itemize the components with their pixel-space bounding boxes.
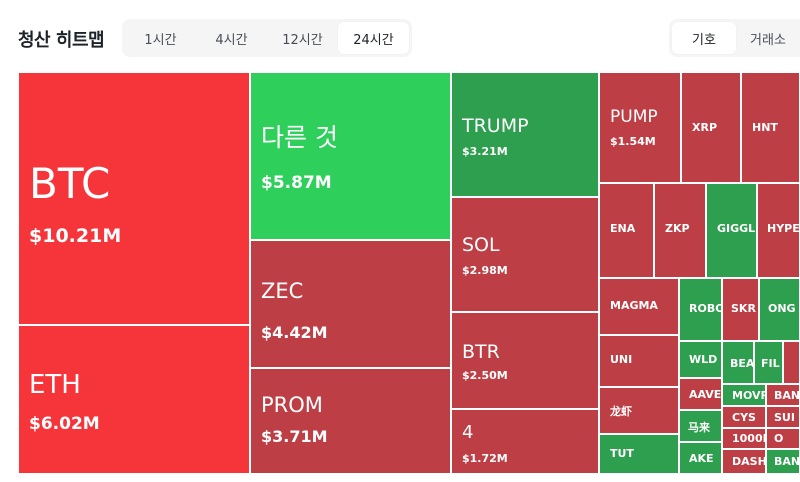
tile-o[interactable]: O — [766, 428, 800, 449]
tile-malai[interactable]: 马来 — [679, 410, 722, 442]
tile-symbol: ONG — [768, 302, 796, 315]
time-option-24h[interactable]: 24시간 — [338, 22, 409, 54]
tile-symbol: SUI — [774, 411, 795, 424]
tile-symbol: AAVE — [689, 388, 722, 401]
time-option-1h[interactable]: 1시간 — [144, 32, 177, 48]
tile-symbol: TUT — [610, 447, 634, 460]
tile-btr[interactable]: BTR $2.50M — [451, 312, 599, 409]
tile-symbol: FIL — [761, 357, 780, 370]
tile-symbol: AKE — [689, 452, 714, 465]
tile-symbol: O — [774, 432, 784, 445]
tile-small-red[interactable] — [783, 341, 800, 384]
tile-tut[interactable]: TUT — [599, 434, 679, 474]
tile-amount: $10.21M — [29, 225, 122, 247]
tile-lobster[interactable]: 龙虾 — [599, 387, 679, 434]
tile-zec[interactable]: ZEC $4.42M — [250, 240, 451, 368]
tile-ban[interactable]: BAN — [766, 384, 800, 406]
tile-magma[interactable]: MAGMA — [599, 278, 679, 335]
tile-ong[interactable]: ONG — [759, 278, 800, 341]
tile-symbol: TRUMP — [462, 115, 529, 137]
tile-sui[interactable]: SUI — [766, 406, 800, 428]
tile-amount: $1.54M — [610, 135, 656, 148]
tile-symbol: CYS — [732, 411, 756, 424]
tile-symbol: ZKP — [665, 222, 690, 235]
tile-1000r[interactable]: 1000R — [722, 428, 766, 449]
tile-symbol: 龙虾 — [610, 405, 632, 418]
tile-amount: $2.98M — [462, 264, 508, 277]
tile-symbol: ENA — [610, 222, 636, 235]
tile-symbol: ZEC — [261, 279, 304, 303]
group-option-exchange[interactable]: 거래소 — [750, 32, 786, 48]
tile-uni[interactable]: UNI — [599, 335, 679, 387]
tile-fil[interactable]: FIL — [754, 341, 783, 384]
tile-amount: $3.71M — [261, 427, 328, 446]
tile-symbol: DASH — [732, 455, 766, 468]
tile-beat[interactable]: BEAT — [722, 341, 754, 384]
tile-movr[interactable]: MOVR — [722, 384, 766, 406]
tile-ake[interactable]: AKE — [679, 442, 722, 474]
page-title: 청산 히트맵 — [18, 30, 105, 51]
group-by-selector: 기호 거래소 — [669, 19, 800, 57]
time-option-12h[interactable]: 12시간 — [282, 32, 323, 48]
tile-symbol: 马来 — [688, 421, 710, 434]
tile-btc[interactable]: BTC $10.21M — [18, 72, 250, 325]
tile-symbol: GIGGLE — [717, 222, 756, 235]
tile-symbol: PUMP — [610, 107, 658, 127]
tile-skr[interactable]: SKR — [722, 278, 759, 341]
tile-zkp[interactable]: ZKP — [654, 183, 706, 278]
tile-symbol: WLD — [689, 353, 718, 366]
tile-trump[interactable]: TRUMP $3.21M — [451, 72, 599, 197]
tile-symbol: MOVR — [732, 389, 766, 402]
tile-robo[interactable]: ROBO — [679, 278, 722, 341]
group-option-symbol[interactable]: 기호 — [672, 22, 736, 54]
tile-cys[interactable]: CYS — [722, 406, 766, 428]
tile-symbol: 4 — [462, 422, 474, 443]
tile-eth[interactable]: ETH $6.02M — [18, 325, 250, 474]
tile-sol[interactable]: SOL $2.98M — [451, 197, 599, 312]
tile-wld[interactable]: WLD — [679, 341, 722, 378]
tile-pump[interactable]: PUMP $1.54M — [599, 72, 681, 183]
liquidation-heatmap: BTC $10.21M ETH $6.02M 다른 것 $5.87M ZEC $… — [18, 72, 800, 474]
tile-symbol: BAN — [774, 389, 800, 402]
tile-symbol: PROM — [261, 393, 323, 417]
tile-amount: $3.21M — [462, 145, 508, 158]
tile-other[interactable]: 다른 것 $5.87M — [250, 72, 451, 240]
tile-ban-2[interactable]: BAN — [766, 449, 800, 474]
tile-ena[interactable]: ENA — [599, 183, 654, 278]
tile-symbol: ROBO — [689, 302, 722, 315]
tile-symbol: BAN — [774, 455, 800, 468]
tile-symbol: BTC — [29, 159, 111, 208]
tile-symbol: SOL — [462, 234, 500, 256]
tile-4[interactable]: 4 $1.72M — [451, 409, 599, 474]
tile-amount: $5.87M — [261, 173, 332, 193]
tile-dash[interactable]: DASH — [722, 449, 766, 474]
tile-symbol: 다른 것 — [261, 123, 338, 152]
tile-hnt[interactable]: HNT — [741, 72, 800, 183]
tile-symbol: HYPE — [767, 222, 800, 235]
tile-prom[interactable]: PROM $3.71M — [250, 368, 451, 474]
tile-symbol: BTR — [462, 341, 500, 363]
tile-symbol: XRP — [692, 121, 718, 134]
tile-symbol: SKR — [731, 302, 756, 315]
tile-hype[interactable]: HYPE — [757, 183, 800, 278]
tile-symbol: BEAT — [730, 357, 754, 370]
tile-aave[interactable]: AAVE — [679, 378, 722, 410]
tile-amount: $2.50M — [462, 369, 508, 382]
time-option-4h[interactable]: 4시간 — [215, 32, 248, 48]
tile-amount: $1.72M — [462, 452, 508, 465]
tile-symbol: HNT — [752, 121, 778, 134]
tile-amount: $6.02M — [29, 414, 100, 434]
tile-amount: $4.42M — [261, 323, 328, 342]
tile-symbol: 1000R — [732, 432, 765, 445]
tile-giggle[interactable]: GIGGLE — [706, 183, 757, 278]
header: 청산 히트맵 1시간 4시간 12시간 24시간 기호 거래소 — [0, 0, 800, 66]
tile-symbol: ETH — [29, 370, 81, 400]
tile-symbol: MAGMA — [610, 299, 658, 312]
time-range-selector: 1시간 4시간 12시간 24시간 — [122, 19, 412, 57]
tile-xrp[interactable]: XRP — [681, 72, 741, 183]
tile-symbol: UNI — [610, 353, 633, 366]
